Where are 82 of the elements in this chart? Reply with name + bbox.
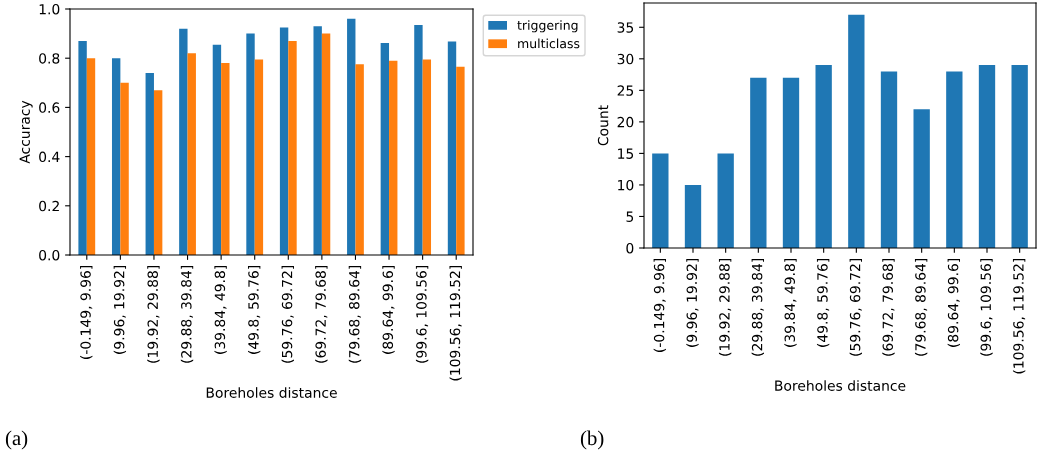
bar xyxy=(848,14,865,248)
bar xyxy=(347,18,356,255)
x-tick-label: (99.6, 109.56] xyxy=(415,265,429,363)
y-tick-label: 0 xyxy=(626,242,634,254)
x-axis-title: Boreholes distance xyxy=(775,380,906,391)
bar xyxy=(279,27,289,255)
bar xyxy=(422,59,432,255)
bar xyxy=(153,90,163,255)
bar xyxy=(246,33,255,255)
bar xyxy=(978,65,996,248)
bar xyxy=(212,44,222,255)
bar xyxy=(782,77,800,248)
x-tick-label: (39.84, 49.8] xyxy=(214,265,227,354)
bar xyxy=(111,58,121,255)
x-tick-label: (29.88, 39.84] xyxy=(751,258,764,356)
text: (a) xyxy=(5,430,28,450)
x-tick-label: (59.76, 69.72] xyxy=(849,258,862,356)
bar xyxy=(187,53,196,255)
y-tick-label: 0.8 xyxy=(39,53,60,64)
bar xyxy=(447,41,457,255)
bar xyxy=(221,63,230,255)
x-tick-label: (99.6, 109.56] xyxy=(980,258,993,356)
y-tick-label: 25 xyxy=(617,85,634,96)
bar xyxy=(254,59,264,255)
y-tick-label: 0.0 xyxy=(39,249,60,261)
bar xyxy=(456,66,465,255)
bar xyxy=(750,77,767,248)
x-tick-label: (9.96, 19.92] xyxy=(686,258,699,347)
bar xyxy=(815,65,832,248)
x-tick-label: (79.68, 89.64] xyxy=(914,258,928,356)
y-tick-label: 10 xyxy=(618,179,634,191)
bar xyxy=(78,40,87,255)
bar xyxy=(355,64,364,255)
bar xyxy=(913,109,930,248)
bar xyxy=(684,184,702,248)
y-tick-label: 20 xyxy=(617,116,634,128)
x-tick-label: (69.72, 79.68] xyxy=(315,265,328,363)
y-tick-label: 30 xyxy=(617,53,634,65)
x-tick-label: (49.8, 59.76] xyxy=(247,265,261,354)
bar xyxy=(313,26,322,255)
y-tick-label: 0.4 xyxy=(39,151,60,163)
x-tick-label: (-0.149, 9.96] xyxy=(653,258,666,352)
y-tick-label: 0.6 xyxy=(39,102,60,113)
bar xyxy=(946,71,963,248)
x-tick-label: (69.72, 79.68] xyxy=(882,258,895,356)
x-tick-label: (109.56, 119.52] xyxy=(449,265,462,381)
x-tick-label: (109.56, 119.52] xyxy=(1012,258,1026,374)
y-tick-label: 15 xyxy=(618,148,634,159)
x-tick-label: (79.68, 89.64] xyxy=(348,265,362,363)
x-tick-label: (29.88, 39.84] xyxy=(180,265,194,363)
bar xyxy=(321,33,331,255)
bar xyxy=(145,72,154,255)
y-tick-label: 5 xyxy=(626,211,634,222)
bar xyxy=(414,24,423,255)
bar xyxy=(1011,65,1028,248)
x-tick-label: (59.76, 69.72] xyxy=(281,265,294,363)
y-axis-title: Count xyxy=(597,105,609,146)
x-tick-label: (-0.149, 9.96] xyxy=(80,265,93,359)
x-tick-label: (19.92, 29.88] xyxy=(718,258,732,356)
y-axis-title: Accuracy xyxy=(19,100,33,164)
bar xyxy=(880,71,898,248)
bar xyxy=(389,60,398,255)
x-tick-label: (39.84, 49.8] xyxy=(784,258,797,347)
bar xyxy=(652,153,669,248)
bar xyxy=(120,82,129,255)
y-tick-label: 1.0 xyxy=(39,3,60,15)
x-tick-label: (19.92, 29.88] xyxy=(147,265,160,363)
x-tick-label: (49.8, 59.76] xyxy=(816,258,830,347)
x-tick-label: (89.64, 99.6] xyxy=(947,258,960,347)
x-axis-title: Boreholes distance xyxy=(206,387,337,398)
text: (b) xyxy=(580,430,604,450)
legend-label: multiclass xyxy=(518,38,580,49)
bar xyxy=(288,40,297,255)
x-tick-label: (9.96, 19.92] xyxy=(113,265,127,354)
bar xyxy=(179,28,188,255)
bar xyxy=(717,153,734,248)
y-tick-label: 0.2 xyxy=(39,200,59,212)
bar xyxy=(380,42,390,255)
bar xyxy=(86,58,96,255)
legend-label: triggering xyxy=(517,20,578,33)
x-tick-label: (89.64, 99.6] xyxy=(382,265,395,354)
y-tick-label: 35 xyxy=(617,22,634,33)
